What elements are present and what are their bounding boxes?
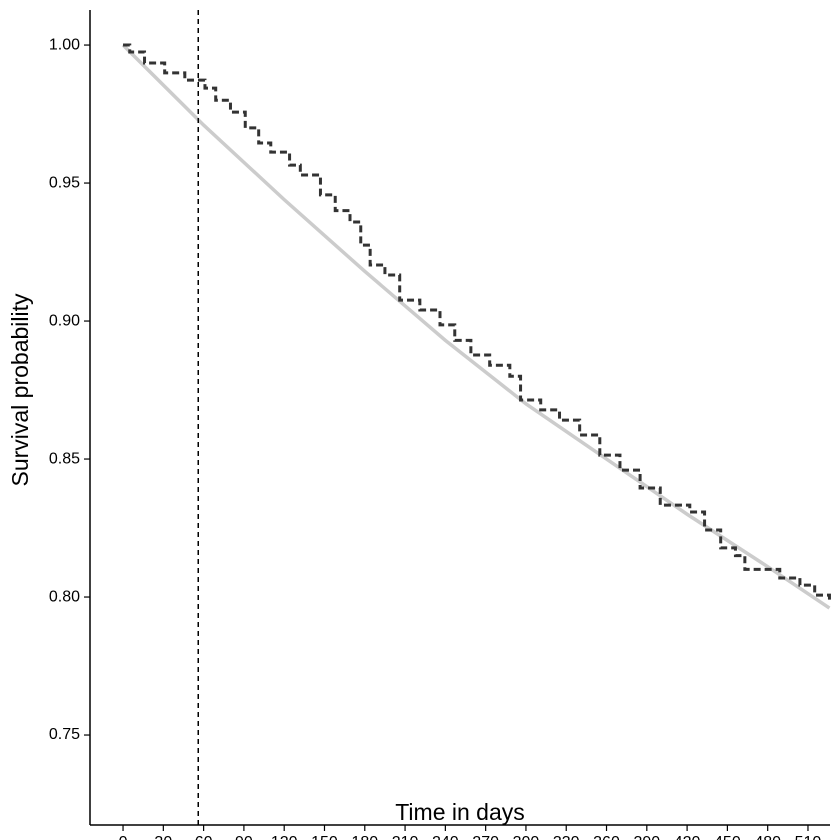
x-tick-label: 420 bbox=[674, 834, 701, 840]
y-tick-label: 0.80 bbox=[49, 588, 80, 605]
survival-curve bbox=[123, 43, 831, 600]
x-tick-label: 0 bbox=[119, 834, 128, 840]
x-tick-label: 330 bbox=[553, 834, 580, 840]
survival-curve bbox=[121, 43, 831, 610]
x-tick-label: 240 bbox=[432, 834, 459, 840]
y-tick-label: 0.75 bbox=[49, 726, 80, 743]
x-tick-label: 90 bbox=[235, 834, 253, 840]
x-tick-label: 210 bbox=[392, 834, 419, 840]
x-tick-label: 480 bbox=[754, 834, 781, 840]
x-tick-label: 390 bbox=[633, 834, 660, 840]
x-tick-label: 60 bbox=[195, 834, 213, 840]
x-tick-label: 510 bbox=[795, 834, 822, 840]
y-tick-label: 0.95 bbox=[49, 174, 80, 191]
x-axis-title: Time in days bbox=[395, 799, 525, 825]
x-tick-label: 120 bbox=[271, 834, 298, 840]
x-tick-label: 180 bbox=[351, 834, 378, 840]
y-axis-title: Survival probability bbox=[7, 293, 33, 487]
y-tick-label: 0.85 bbox=[49, 450, 80, 467]
x-tick-label: 270 bbox=[472, 834, 499, 840]
x-tick-label: 300 bbox=[513, 834, 540, 840]
x-tick-label: 450 bbox=[714, 834, 741, 840]
y-tick-label: 0.90 bbox=[49, 312, 80, 329]
y-tick-label: 1.00 bbox=[49, 36, 80, 53]
x-tick-label: 360 bbox=[593, 834, 620, 840]
x-tick-label: 30 bbox=[154, 834, 172, 840]
x-tick-label: 150 bbox=[311, 834, 338, 840]
